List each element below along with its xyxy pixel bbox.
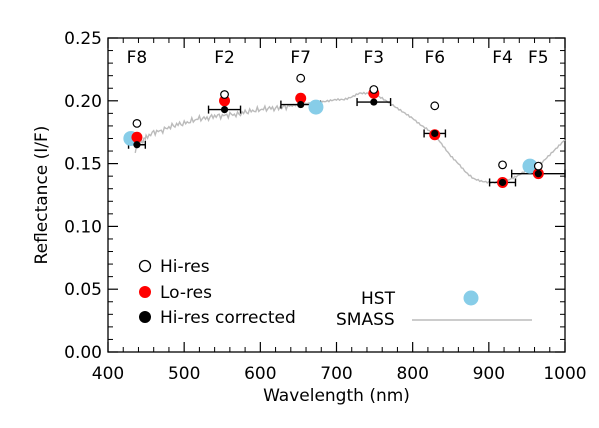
filter-labels-layer: F8 F2 F7 F3 F6 F4 F5 [127, 48, 549, 68]
hst-point [522, 158, 538, 174]
lo-res-point [295, 92, 307, 104]
smass-spectrum-line [134, 91, 566, 184]
filter-label: F6 [424, 48, 445, 68]
hi-res-point [430, 101, 440, 111]
lo-res-point [219, 95, 231, 107]
data-points-layer [123, 73, 544, 188]
hi-res-corrected-point [297, 100, 305, 109]
hi-res-corrected-point [534, 170, 542, 178]
y-tick-label: 0.20 [64, 92, 102, 112]
legend-marker-hst [463, 290, 479, 306]
x-tick-label: 700 [320, 364, 352, 384]
error-bars-layer [127, 98, 566, 187]
smass-spectrum-layer [134, 91, 566, 184]
x-tick-label: 800 [396, 364, 428, 384]
x-tick-label: 1000 [543, 364, 586, 384]
legend-marker [139, 311, 151, 323]
lo-res-point [131, 131, 143, 143]
y-tick-label: 0.05 [64, 280, 102, 300]
hi-res-point [296, 73, 306, 83]
hi-res-point [132, 119, 142, 128]
hi-res-point [533, 161, 543, 171]
legend-marker [139, 286, 151, 298]
x-tick-label: 600 [244, 364, 276, 384]
legend-label-hst: HST [361, 289, 396, 309]
plot-frame [107, 37, 566, 353]
x-tick-label: 900 [473, 364, 505, 384]
axis-ticks-layer: 400 500 600 700 800 900 1000 0.00 0.05 0.10 0.15 0.… [64, 29, 586, 384]
filter-label: F7 [290, 48, 311, 68]
y-tick-label: 0.10 [64, 217, 102, 237]
x-tick-label: 500 [168, 364, 200, 384]
legend-label: Lo-res [160, 283, 212, 303]
hi-res-point [220, 90, 229, 99]
legend-label: Hi-res [160, 257, 210, 277]
hst-point [308, 99, 324, 115]
filter-label: F5 [528, 48, 549, 68]
y-tick-label: 0.25 [64, 29, 102, 49]
legend-label-smass: SMASS [336, 310, 395, 330]
x-tick-label: 400 [92, 364, 124, 384]
x-axis-title: Wavelength (nm) [263, 386, 410, 406]
hi-res-corrected-point [498, 178, 507, 187]
y-axis-title: Reflectance (I/F) [32, 126, 52, 265]
filter-label: F4 [492, 48, 513, 68]
y-tick-label: 0.00 [64, 343, 102, 363]
y-tick-label: 0.15 [64, 155, 102, 175]
hi-res-corrected-point [133, 141, 141, 149]
legend-label: Hi-res corrected [160, 308, 296, 328]
legend-marker-hi-res [138, 259, 152, 273]
hi-res-point [369, 85, 379, 94]
hi-res-corrected-point [220, 105, 229, 114]
hi-res-corrected-point [370, 98, 378, 106]
filter-label: F3 [364, 48, 385, 68]
hi-res-corrected-point [431, 129, 439, 138]
filter-label: F2 [214, 48, 235, 68]
filter-label: F8 [127, 48, 148, 68]
hi-res-point [498, 160, 507, 170]
